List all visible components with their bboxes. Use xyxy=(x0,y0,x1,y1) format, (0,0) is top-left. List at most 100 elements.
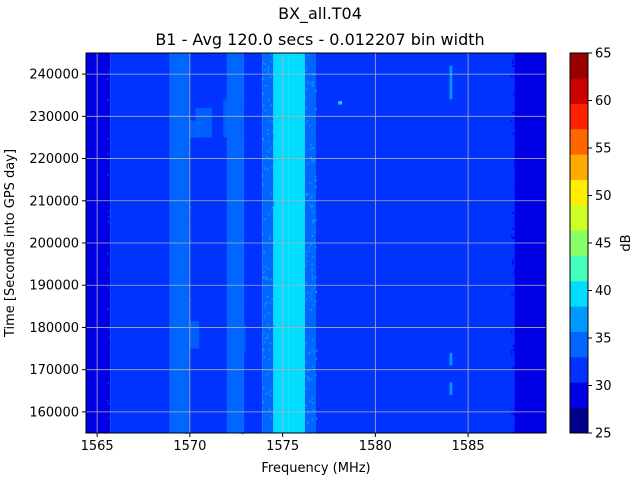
heatmap-speckle xyxy=(310,196,312,199)
heatmap-speckle xyxy=(171,389,173,392)
heatmap-speckle xyxy=(182,397,184,400)
heatmap-speckle xyxy=(110,86,112,89)
heatmap-speckle xyxy=(171,259,174,262)
heatmap-speckle xyxy=(170,429,172,432)
heatmap-speckle xyxy=(174,358,176,361)
colorbar-tick-label: 35 xyxy=(595,332,612,347)
heatmap-speckle xyxy=(108,210,110,213)
heatmap-speckle xyxy=(516,85,518,88)
y-axis-label: Time [Seconds into GPS day] xyxy=(3,149,18,338)
heatmap-speckle xyxy=(517,345,519,348)
heatmap-speckle xyxy=(236,62,238,65)
heatmap-speckle xyxy=(306,254,308,257)
heatmap-speckle xyxy=(516,202,519,205)
heatmap-speckle xyxy=(185,230,187,233)
heatmap-speckle xyxy=(172,173,175,176)
heatmap-speckle xyxy=(170,308,172,311)
heatmap-spike xyxy=(449,352,453,366)
heatmap-speckle xyxy=(109,344,111,347)
heatmap-speckle xyxy=(310,378,313,381)
heatmap-speckle xyxy=(263,158,265,161)
heatmap-speckle xyxy=(306,260,308,263)
heatmap-speckle xyxy=(176,426,179,429)
heatmap-speckle xyxy=(263,270,265,273)
heatmap-speckle xyxy=(267,133,269,135)
heatmap-speckle xyxy=(511,235,513,238)
heatmap-speckle xyxy=(311,263,313,266)
heatmap-speckle xyxy=(186,170,188,172)
heatmap-speckle xyxy=(107,381,110,384)
heatmap-speckle xyxy=(311,159,313,162)
heatmap-speckle xyxy=(182,168,185,171)
heatmap-speckle xyxy=(268,327,270,330)
heatmap-speckle xyxy=(230,185,232,188)
heatmap-speckle xyxy=(314,300,317,303)
heatmap-speckle xyxy=(111,54,113,57)
heatmap-speckle xyxy=(315,108,317,111)
heatmap-speckle xyxy=(266,301,268,304)
colorbar-segment xyxy=(570,103,588,130)
heatmap-speckle xyxy=(176,196,179,198)
heatmap-speckle xyxy=(241,92,243,95)
heatmap-speckle xyxy=(271,298,274,300)
heatmap-speckle xyxy=(229,307,232,310)
heatmap-speckle xyxy=(315,358,318,361)
heatmap-speckle xyxy=(179,313,181,316)
heatmap-speckle xyxy=(238,138,241,141)
heatmap-speckle xyxy=(108,70,111,73)
heatmap-speckle xyxy=(109,168,111,171)
heatmap-speckle xyxy=(109,219,111,222)
heatmap-speckle xyxy=(240,363,242,366)
heatmap-speckle xyxy=(232,418,235,421)
heatmap-speckle xyxy=(306,120,309,123)
heatmap-speckle xyxy=(514,187,516,190)
colorbar-tick-label: 30 xyxy=(595,379,612,394)
heatmap-speckle xyxy=(516,176,518,179)
heatmap-speckle xyxy=(310,82,312,85)
heatmap-speckle xyxy=(269,394,272,397)
heatmap-speckle xyxy=(512,61,514,64)
heatmap-speckle xyxy=(231,273,233,276)
heatmap-speckle xyxy=(185,313,188,316)
heatmap-speckle xyxy=(111,56,113,58)
heatmap-speckle xyxy=(516,123,518,126)
y-tick-label: 180000 xyxy=(29,321,79,336)
heatmap-speckle xyxy=(311,347,313,350)
heatmap-speckle xyxy=(182,401,185,404)
heatmap-speckle xyxy=(270,416,273,419)
heatmap-speckle xyxy=(305,404,307,407)
heatmap-speckle xyxy=(306,192,308,195)
heatmap-speckle xyxy=(243,420,245,423)
heatmap-speckle xyxy=(311,235,314,237)
heatmap-speckle xyxy=(269,235,271,238)
heatmap-speckle xyxy=(185,64,187,67)
heatmap-speckle xyxy=(312,147,314,149)
heatmap-speckle xyxy=(239,77,241,80)
heatmap-speckle xyxy=(176,379,178,382)
heatmap-speckle xyxy=(264,315,266,318)
heatmap-speckle xyxy=(113,361,115,364)
heatmap-speckle xyxy=(171,145,173,148)
heatmap-speckle xyxy=(235,65,238,67)
heatmap-speckle xyxy=(517,70,519,73)
heatmap-speckle xyxy=(231,150,233,153)
heatmap-speckle xyxy=(265,393,267,395)
heatmap-speckle xyxy=(511,330,513,333)
heatmap-speckle xyxy=(311,418,313,421)
heatmap-speckle xyxy=(183,367,186,369)
heatmap-speckle xyxy=(315,374,317,377)
heatmap-speckle xyxy=(240,369,242,372)
heatmap-speckle xyxy=(109,138,112,141)
heatmap-speckle xyxy=(188,383,190,386)
heatmap-speckle xyxy=(172,85,175,88)
heatmap-speckle xyxy=(513,160,516,163)
heatmap-speckle xyxy=(518,195,520,198)
heatmap-speckle xyxy=(173,394,175,397)
heatmap-speckle xyxy=(269,60,272,63)
heatmap-speckle xyxy=(229,368,231,371)
heatmap-speckle xyxy=(234,209,236,212)
heatmap-speckle xyxy=(516,411,519,414)
heatmap-speckle xyxy=(308,352,310,355)
heatmap-speckle xyxy=(309,204,312,207)
